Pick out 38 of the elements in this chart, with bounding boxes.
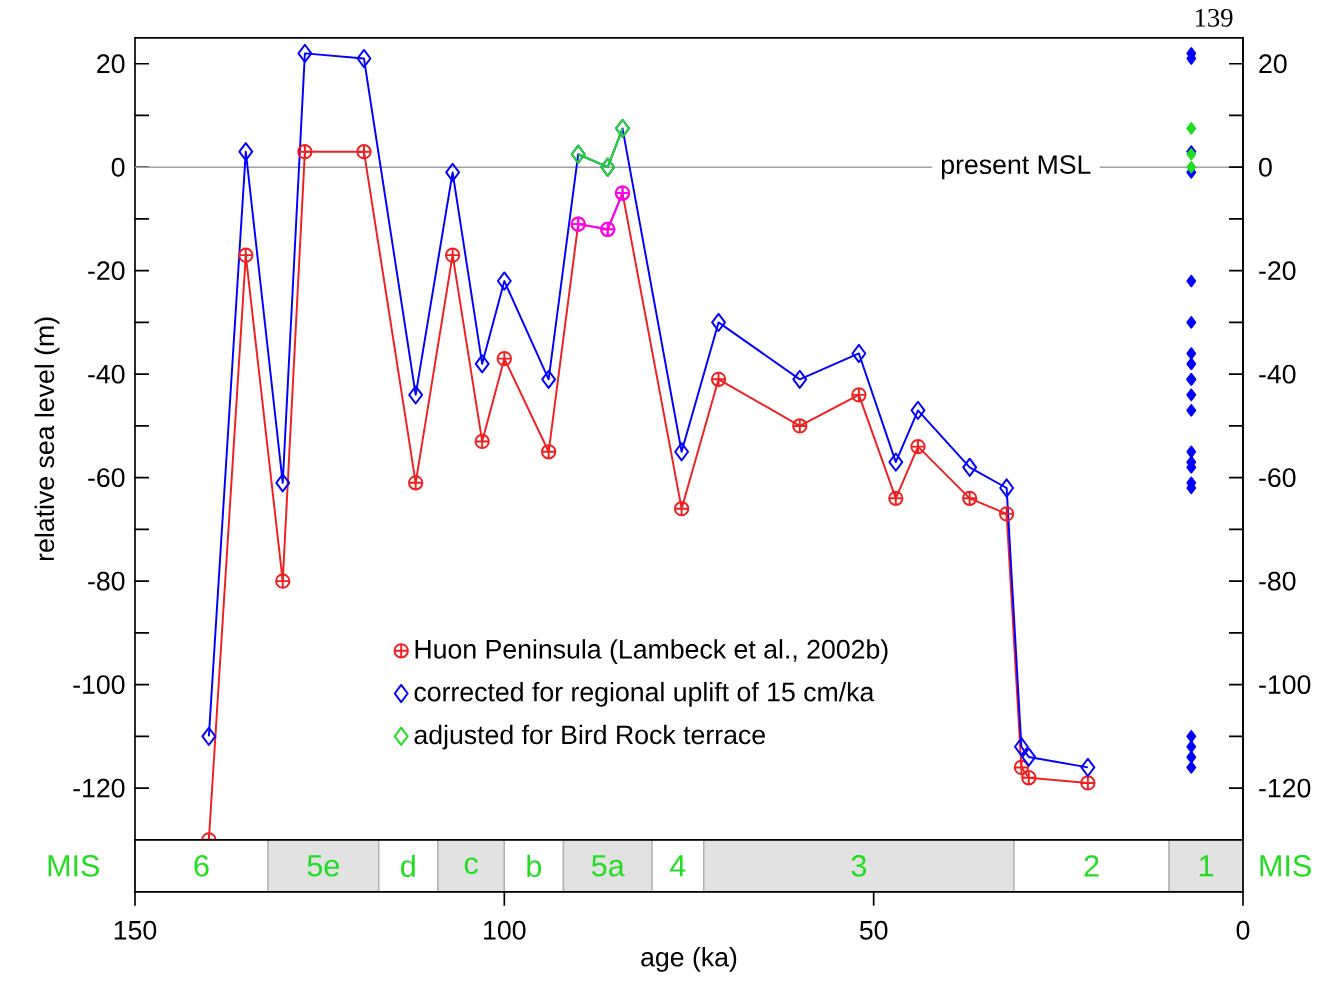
ref-line-label: present MSL: [941, 155, 1091, 180]
series-label: 5a: [591, 855, 625, 877]
y2-tick-label: -20: [1259, 261, 1296, 281]
series-label: d: [401, 854, 415, 878]
y2-tick-label: -120: [1259, 778, 1311, 798]
y-tick-label: -80: [88, 571, 125, 591]
series-label: 2: [1084, 855, 1099, 877]
y2-tick-label: 0: [1259, 157, 1272, 177]
y2-axis-title: MIS: [48, 855, 100, 877]
series-label: c: [464, 857, 478, 875]
legend-label: corrected for regional uplift of 15 cm/ka: [414, 682, 875, 707]
y-tick-label: -120: [73, 778, 125, 798]
y2-tick-label: -80: [1259, 571, 1296, 591]
y-tick-label: 0: [111, 157, 125, 177]
y2-tick-label: -100: [1259, 675, 1311, 695]
y-tick-label: -60: [88, 468, 125, 488]
x-tick-label: 50: [859, 921, 888, 940]
y-tick-label: -40: [88, 364, 125, 384]
y-tick-label: -100: [73, 675, 125, 695]
series-label: b: [527, 854, 542, 878]
legend-label: adjusted for Bird Rock terrace: [414, 724, 765, 750]
y2-tick-label: 20: [1259, 54, 1287, 74]
series-label: 1: [1199, 855, 1214, 877]
series-label: 3: [851, 855, 867, 877]
y-axis-title: relative sea level (m): [34, 317, 60, 561]
x-tick-label: 0: [1236, 921, 1250, 940]
series-label: 6: [194, 855, 209, 877]
series-label: 4: [670, 855, 686, 877]
series-label: 5e: [307, 855, 339, 877]
x-tick-label: 100: [484, 921, 526, 940]
y-tick-label: -20: [88, 261, 125, 281]
legend-label: Huon Peninsula (Lambeck et al., 2002b): [415, 639, 888, 665]
y2-tick-label: -40: [1259, 364, 1296, 384]
y-tick-label: 20: [97, 54, 125, 74]
text: 139: [1195, 9, 1233, 27]
x-axis-title: age (ka): [641, 947, 737, 972]
y2-tick-label: -60: [1259, 468, 1296, 488]
x-tick-label: 150: [114, 921, 157, 940]
